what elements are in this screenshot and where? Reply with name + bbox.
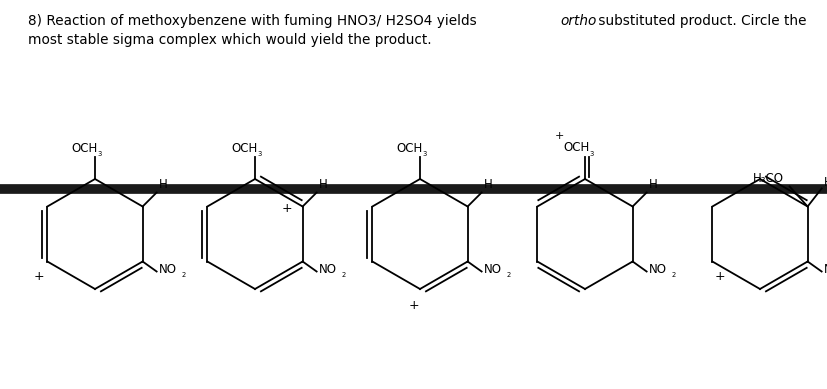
Text: H: H bbox=[648, 177, 657, 191]
Text: 8) Reaction of methoxybenzene with fuming HNO3/ H2SO4 yields: 8) Reaction of methoxybenzene with fumin… bbox=[28, 14, 480, 28]
Text: OCH: OCH bbox=[71, 142, 97, 155]
Text: H: H bbox=[159, 177, 167, 191]
Text: $_2$: $_2$ bbox=[180, 270, 186, 280]
Text: NO: NO bbox=[318, 263, 337, 276]
Text: NO: NO bbox=[823, 263, 827, 276]
Text: $_2$: $_2$ bbox=[670, 270, 676, 280]
Text: ortho: ortho bbox=[559, 14, 595, 28]
Text: +: + bbox=[34, 270, 45, 282]
Text: OCH: OCH bbox=[231, 142, 257, 155]
Text: $_3$: $_3$ bbox=[256, 149, 262, 159]
Text: $_3$: $_3$ bbox=[422, 149, 428, 159]
Text: OCH: OCH bbox=[562, 141, 589, 154]
Text: $_2$: $_2$ bbox=[505, 270, 510, 280]
Text: +: + bbox=[409, 299, 418, 312]
Text: OCH: OCH bbox=[395, 142, 422, 155]
Text: H: H bbox=[318, 177, 327, 191]
Text: +: + bbox=[282, 202, 292, 215]
Text: NO: NO bbox=[483, 263, 501, 276]
Text: most stable sigma complex which would yield the product.: most stable sigma complex which would yi… bbox=[28, 33, 431, 47]
Text: +: + bbox=[715, 270, 724, 282]
Text: +: + bbox=[553, 131, 563, 141]
Text: NO: NO bbox=[648, 263, 666, 276]
Text: H: H bbox=[483, 177, 492, 191]
Text: $_3$: $_3$ bbox=[97, 149, 103, 159]
Text: NO: NO bbox=[159, 263, 176, 276]
Text: $_2$: $_2$ bbox=[340, 270, 346, 280]
Text: substituted product. Circle the: substituted product. Circle the bbox=[593, 14, 805, 28]
Text: $_3$: $_3$ bbox=[588, 149, 594, 159]
Text: H: H bbox=[823, 175, 827, 189]
Text: H₃CO: H₃CO bbox=[752, 172, 782, 184]
